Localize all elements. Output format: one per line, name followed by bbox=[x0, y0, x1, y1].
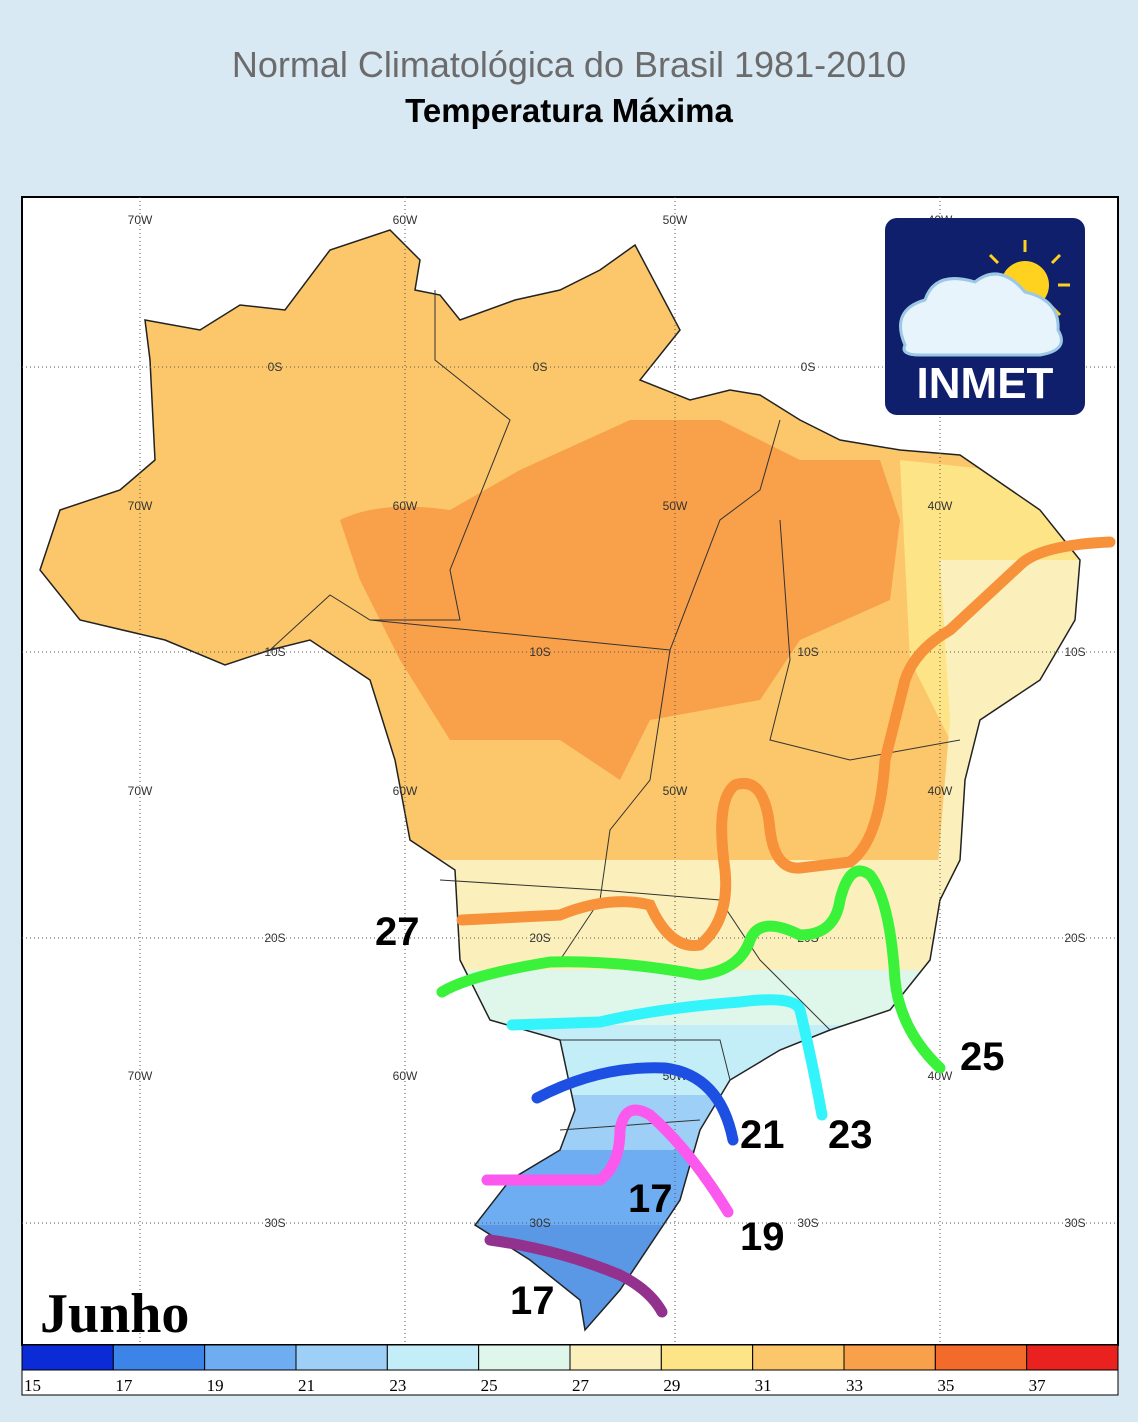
colorbar-swatch bbox=[21, 1344, 114, 1371]
lon-label: 60W bbox=[393, 1069, 418, 1083]
lon-label: 70W bbox=[128, 499, 153, 513]
lon-label: 70W bbox=[128, 784, 153, 798]
lon-label: 50W bbox=[663, 213, 688, 227]
isoline bbox=[456, 536, 1116, 951]
lon-label: 60W bbox=[393, 499, 418, 513]
colorbar-tick: 15 bbox=[24, 1376, 41, 1395]
colorbar-swatch bbox=[660, 1344, 754, 1371]
colorbar-swatch bbox=[934, 1344, 1028, 1371]
lat-label: 20S bbox=[529, 931, 550, 945]
isoline-label: 21 bbox=[740, 1113, 785, 1157]
lat-label: 30S bbox=[1064, 1216, 1085, 1230]
lon-label: 70W bbox=[128, 1069, 153, 1083]
colorbar-tick: 27 bbox=[572, 1376, 590, 1395]
title: Normal Climatológica do Brasil 1981-2010 bbox=[231, 44, 907, 85]
colorbar-tick: 29 bbox=[663, 1376, 680, 1395]
lat-label: 20S bbox=[264, 931, 285, 945]
lon-label: 70W bbox=[128, 213, 153, 227]
graticule: 70W70W70W70W60W60W60W60W50W50W50W50W40W4… bbox=[22, 197, 1118, 1345]
lat-label: 30S bbox=[264, 1216, 285, 1230]
lat-label: 20S bbox=[1064, 931, 1085, 945]
colorbar-tick: 23 bbox=[389, 1376, 406, 1395]
lat-label: 10S bbox=[529, 645, 550, 659]
colorbar-swatch bbox=[478, 1344, 571, 1371]
isoline-label: 19 bbox=[740, 1215, 785, 1259]
lat-label: 10S bbox=[264, 645, 285, 659]
lon-label: 50W bbox=[663, 784, 688, 798]
colorbar-swatch bbox=[386, 1344, 480, 1371]
colorbar-swatch bbox=[843, 1344, 936, 1371]
lat-label: 0S bbox=[801, 360, 816, 374]
month-label: Junho bbox=[40, 1283, 189, 1345]
isoline-label: 27 bbox=[375, 910, 420, 954]
annotation: 17 bbox=[628, 1177, 673, 1221]
colorbar-swatch bbox=[112, 1344, 206, 1371]
colorbar-swatch bbox=[295, 1344, 388, 1371]
lat-label: 30S bbox=[529, 1216, 550, 1230]
colorbar-label-box bbox=[21, 1369, 1119, 1396]
lat-label: 10S bbox=[797, 645, 818, 659]
isoline-label: 23 bbox=[828, 1113, 873, 1157]
colorbar-swatch bbox=[1026, 1344, 1119, 1371]
lon-label: 40W bbox=[928, 499, 953, 513]
colorbar-swatch bbox=[569, 1344, 662, 1371]
colorbar-tick: 25 bbox=[481, 1376, 498, 1395]
isolines: 27 25 23 21 19 17 bbox=[375, 536, 1116, 1323]
lat-label: 30S bbox=[797, 1216, 818, 1230]
subtitle: Temperatura Máxima bbox=[405, 92, 733, 129]
colorbar-swatch bbox=[204, 1344, 297, 1371]
colorbar-tick: 31 bbox=[755, 1376, 772, 1395]
colorbar: 15 17 19 21 23 25 27 29 31 33 35 37 bbox=[21, 1344, 1119, 1396]
lat-label: 0S bbox=[533, 360, 548, 374]
isoline bbox=[484, 1234, 668, 1318]
lon-label: 50W bbox=[663, 499, 688, 513]
logo: INMET bbox=[885, 218, 1085, 415]
colorbar-tick: 33 bbox=[846, 1376, 863, 1395]
lon-label: 60W bbox=[393, 784, 418, 798]
lat-label: 0S bbox=[268, 360, 283, 374]
isoline-label: 17 bbox=[510, 1279, 555, 1323]
isoline bbox=[531, 1062, 739, 1146]
lon-label: 40W bbox=[928, 784, 953, 798]
colorbar-swatch bbox=[752, 1344, 845, 1371]
isoline bbox=[436, 865, 946, 1074]
lon-label: 40W bbox=[928, 1069, 953, 1083]
colorbar-tick: 19 bbox=[207, 1376, 224, 1395]
isoline-label: 25 bbox=[960, 1035, 1005, 1079]
lon-label: 60W bbox=[393, 213, 418, 227]
isoline bbox=[481, 1104, 734, 1218]
colorbar-tick: 37 bbox=[1029, 1376, 1047, 1395]
colorbar-tick: 35 bbox=[937, 1376, 954, 1395]
isoline bbox=[506, 994, 828, 1121]
colorbar-tick: 21 bbox=[298, 1376, 315, 1395]
lat-label: 10S bbox=[1064, 645, 1085, 659]
logo-text: INMET bbox=[917, 359, 1054, 408]
colorbar-tick: 17 bbox=[115, 1376, 133, 1395]
